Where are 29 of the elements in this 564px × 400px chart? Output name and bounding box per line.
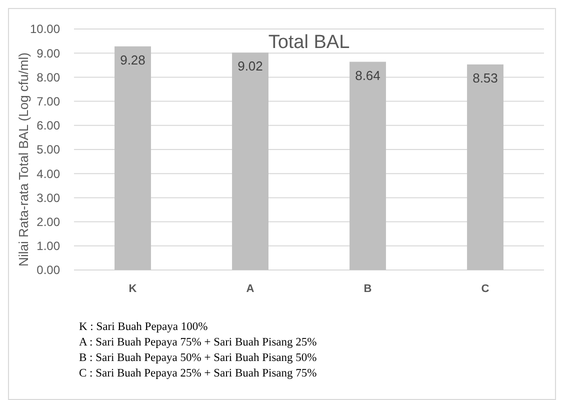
y-tick-label: 6.00 <box>36 118 60 133</box>
bar <box>114 46 151 270</box>
data-label: 8.64 <box>355 68 380 83</box>
data-label: 9.28 <box>120 52 146 68</box>
y-tick-label: 7.00 <box>36 94 60 108</box>
y-tick-label: 3.00 <box>36 190 60 205</box>
x-tick-label: K <box>128 283 137 295</box>
y-tick-label: 10.00 <box>30 22 60 36</box>
x-tick-label: B <box>364 283 372 295</box>
text: K : Sari Buah Pepaya 100% <box>79 321 208 333</box>
x-tick-label: C <box>481 283 490 295</box>
x-tick-label: A <box>246 283 254 295</box>
text: B : Sari Buah Pepaya 50% + Sari Buah Pisang 50% <box>79 352 318 364</box>
y-tick-label: 9.00 <box>36 46 60 60</box>
text: A : Sari Buah Pepaya 75% + Sari Buah Pisang 25% <box>79 336 318 348</box>
y-tick-label: 0.00 <box>36 263 60 278</box>
y-tick-label: 1.00 <box>36 239 60 254</box>
bar <box>350 62 386 270</box>
bar <box>467 64 504 270</box>
bar <box>232 52 268 270</box>
text: C : Sari Buah Pepaya 25% + Sari Buah Pisang 75% <box>79 368 318 380</box>
y-tick-label: 2.00 <box>36 215 60 229</box>
y-tick-label: 4.00 <box>36 166 60 181</box>
y-axis-title: Nilai Rata-rata Total BAL (Log cfu/ml) <box>16 52 31 266</box>
y-tick-label: 5.00 <box>36 142 60 157</box>
chart-title: Total BAL <box>268 32 350 53</box>
data-label: 9.02 <box>238 58 263 74</box>
y-tick-label: 8.00 <box>36 70 60 84</box>
data-label: 8.53 <box>472 70 498 86</box>
